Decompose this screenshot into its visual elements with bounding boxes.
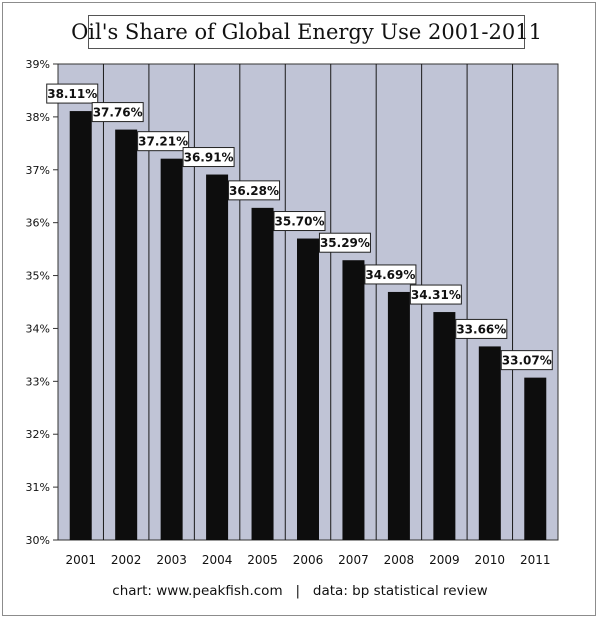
data-label-box <box>228 180 281 201</box>
x-tick-label: 2004 <box>202 553 233 567</box>
chart-title: Oil's Share of Global Energy Use 2001-20… <box>71 15 542 49</box>
y-tick-label: 37% <box>26 164 50 177</box>
x-tick-label: 2003 <box>156 553 187 567</box>
data-label-box <box>182 147 235 168</box>
data-label-box <box>91 102 144 123</box>
x-axis: 2001 2002 2003 2004 2005 2006 2007 2008 2009 2010… <box>65 553 550 567</box>
y-tick-label: 36% <box>26 217 50 230</box>
data-label: 38.11% <box>47 87 97 101</box>
data-label: 37.21% <box>138 135 188 149</box>
x-tick-label: 2001 <box>65 553 96 567</box>
x-tick-label: 2011 <box>520 553 551 567</box>
y-tick-label: 32% <box>26 428 50 441</box>
data-label-box <box>137 131 190 152</box>
data-label: 35.70% <box>275 215 325 229</box>
data-label-box <box>273 211 326 232</box>
y-tick-label: 38% <box>26 111 50 124</box>
data-label: 36.91% <box>184 151 234 165</box>
data-label: 33.66% <box>456 322 506 336</box>
footer-separator: | <box>295 583 301 599</box>
bar <box>206 174 229 540</box>
data-label-box <box>364 264 417 285</box>
data-label-box <box>409 284 462 305</box>
y-tick-label: 31% <box>26 481 50 494</box>
bar <box>251 207 274 540</box>
gridlines <box>102 64 514 540</box>
x-tick-label: 2002 <box>111 553 142 567</box>
y-tick-label: 35% <box>26 270 50 283</box>
y-tick-label: 33% <box>26 375 50 388</box>
y-axis: 30% 31% 32% 33% 34% 35% 36% 37% 38% 39% <box>26 58 58 547</box>
data-labels: 38.11% 37.76% 37.21% 36.91% 36.28% 35.70% 35.2… <box>46 83 553 371</box>
data-label-box <box>455 318 508 339</box>
data-label-box <box>318 232 371 253</box>
bar <box>524 377 547 540</box>
data-label-box <box>500 350 553 371</box>
bar <box>433 312 456 540</box>
data-label: 36.28% <box>229 184 279 198</box>
data-label-box <box>46 83 99 104</box>
bar <box>478 346 501 540</box>
bars <box>69 111 547 541</box>
data-label: 35.29% <box>320 236 370 250</box>
data-label: 34.69% <box>365 268 415 282</box>
y-tick-label: 30% <box>26 534 50 547</box>
data-label: 34.31% <box>411 288 461 302</box>
chart-footer: chart: www.peakfish.com | data: bp stati… <box>0 583 600 599</box>
x-tick-label: 2007 <box>338 553 369 567</box>
bar <box>69 111 92 541</box>
bar <box>342 260 365 540</box>
x-tick-label: 2008 <box>384 553 415 567</box>
y-tick-label: 34% <box>26 322 50 335</box>
bar <box>160 158 183 540</box>
x-tick-label: 2005 <box>247 553 278 567</box>
x-tick-label: 2009 <box>429 553 460 567</box>
chart-source: chart: www.peakfish.com <box>112 583 283 599</box>
y-tick-label: 39% <box>26 58 50 71</box>
x-tick-label: 2010 <box>475 553 506 567</box>
bar <box>297 238 319 541</box>
data-source: data: bp statistical review <box>312 583 488 599</box>
bar <box>387 291 410 540</box>
x-tick-label: 2006 <box>293 553 324 567</box>
data-label: 37.76% <box>93 106 143 120</box>
data-label: 33.07% <box>502 354 552 368</box>
bar <box>115 129 138 541</box>
